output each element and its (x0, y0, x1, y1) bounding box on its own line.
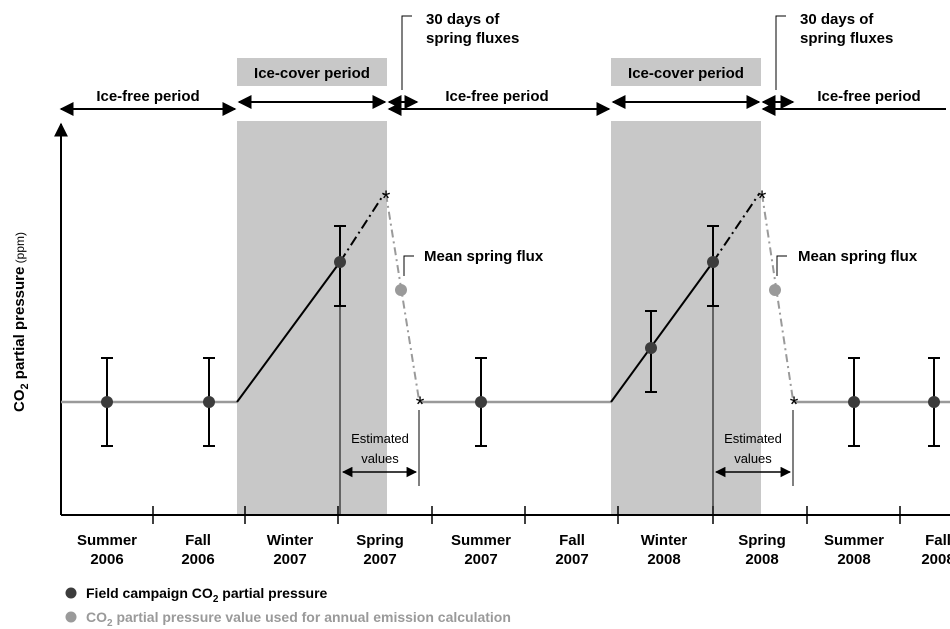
asterisk-peak-2007: * (382, 186, 391, 211)
field-point-winter-2008 (645, 342, 657, 354)
season-label: Fall (925, 532, 950, 549)
season-labels: Summer 2006 Fall 2006 Winter 2007 Spring 2007 Su… (77, 532, 950, 568)
legend-used-marker (65, 611, 77, 623)
rising-lines (236, 193, 760, 403)
rise-line-2008 (610, 261, 714, 403)
season-year-label: 2007 (273, 551, 306, 568)
estimated-label-1-line1: Estimated (351, 431, 409, 446)
season-label: Winter (641, 532, 688, 549)
estimated-label-1-line2: values (361, 451, 399, 466)
season-label: Summer (824, 532, 884, 549)
season-year-label: 2007 (464, 551, 497, 568)
rise-line-2007 (236, 261, 341, 403)
season-label: Winter (267, 532, 314, 549)
estimated-label-2-line2: values (734, 451, 772, 466)
legend-used-label: CO2 partial pressure value used for annu… (86, 609, 511, 629)
season-label: Spring (356, 532, 404, 549)
legend-field-label: Field campaign CO2 partial pressure (86, 585, 328, 605)
ice-cover-label-1: Ice-cover period (254, 65, 370, 82)
asterisk-low-2007: * (416, 392, 425, 417)
spring-fluxes-label-2-line1: 30 days of (800, 11, 874, 28)
mean-flux-label-1: Mean spring flux (424, 248, 544, 265)
ice-free-label-1: Ice-free period (96, 88, 199, 105)
reference-lines (339, 306, 794, 515)
period-arrows (59, 95, 946, 116)
fall-line-2007 (385, 193, 420, 401)
used-point-2008 (769, 284, 781, 296)
field-point-fall-2006 (203, 396, 215, 408)
season-label: Summer (77, 532, 137, 549)
ice-cover-band-2008 (611, 121, 761, 515)
legend-field-post: partial pressure (218, 585, 327, 601)
mean-flux-callout-line-1 (403, 255, 414, 276)
ice-cover-label-2: Ice-cover period (628, 65, 744, 82)
season-year-label: 2007 (363, 551, 396, 568)
axes (54, 122, 950, 516)
used-points (395, 284, 781, 296)
season-year-label: 2008 (921, 551, 950, 568)
y-axis-label-rest: partial pressure (11, 267, 28, 384)
field-point-summer-2006 (101, 396, 113, 408)
y-axis-label-unit: (ppm) (13, 232, 27, 267)
y-axis-label-co: CO (11, 389, 28, 412)
spring-fluxes-label-1-line2: spring fluxes (426, 30, 519, 47)
season-label: Summer (451, 532, 511, 549)
ice-cover-label-box-2 (611, 58, 761, 86)
season-year-label: 2008 (647, 551, 680, 568)
spring-fluxes-callout-line-1 (401, 15, 412, 90)
field-point-summer-2008 (848, 396, 860, 408)
y-axis-label-sub: 2 (19, 383, 31, 389)
field-point-spring-2007 (334, 256, 346, 268)
ice-cover-label-box-1 (237, 58, 387, 86)
mean-flux-label-2: Mean spring flux (798, 248, 918, 265)
y-axis-label: CO2 partial pressure (ppm) (11, 232, 31, 412)
mean-flux-callout-line-2 (776, 255, 787, 276)
season-year-label: 2007 (555, 551, 588, 568)
legend-field-pre: Field campaign CO (86, 585, 213, 601)
asterisks: * * * * (382, 186, 799, 417)
asterisk-peak-2008: * (758, 186, 767, 211)
season-label: Spring (738, 532, 786, 549)
season-year-label: 2008 (837, 551, 870, 568)
fall-line-2008 (761, 193, 794, 401)
season-year-label: 2006 (181, 551, 214, 568)
field-points (101, 256, 940, 408)
x-axis-ticks (152, 506, 901, 524)
spring-fluxes-label-1-line1: 30 days of (426, 11, 500, 28)
legend: Field campaign CO2 partial pressure CO2 … (65, 585, 511, 629)
season-year-label: 2008 (745, 551, 778, 568)
season-label: Fall (185, 532, 211, 549)
spring-fluxes-callout-line-2 (775, 15, 786, 90)
season-year-label: 2006 (90, 551, 123, 568)
rise-dashdot-2007 (339, 193, 385, 263)
ice-cover-band-2007 (237, 121, 387, 515)
asterisk-low-2008: * (790, 392, 799, 417)
spring-fluxes-label-2-line2: spring fluxes (800, 30, 893, 47)
field-point-spring-2008 (707, 256, 719, 268)
season-label: Fall (559, 532, 585, 549)
legend-field-sub: 2 (213, 594, 219, 605)
rise-dashdot-2008 (712, 193, 760, 263)
ice-free-label-2: Ice-free period (445, 88, 548, 105)
legend-used-sub: 2 (107, 618, 113, 629)
estimated-label-2-line1: Estimated (724, 431, 782, 446)
legend-used-pre: CO (86, 609, 107, 625)
field-point-fall-2008 (928, 396, 940, 408)
legend-field-marker (65, 587, 77, 599)
used-point-2007 (395, 284, 407, 296)
field-point-summer-2007 (475, 396, 487, 408)
legend-used-post: partial pressure value used for annual e… (113, 609, 511, 625)
ice-free-label-3: Ice-free period (817, 88, 920, 105)
